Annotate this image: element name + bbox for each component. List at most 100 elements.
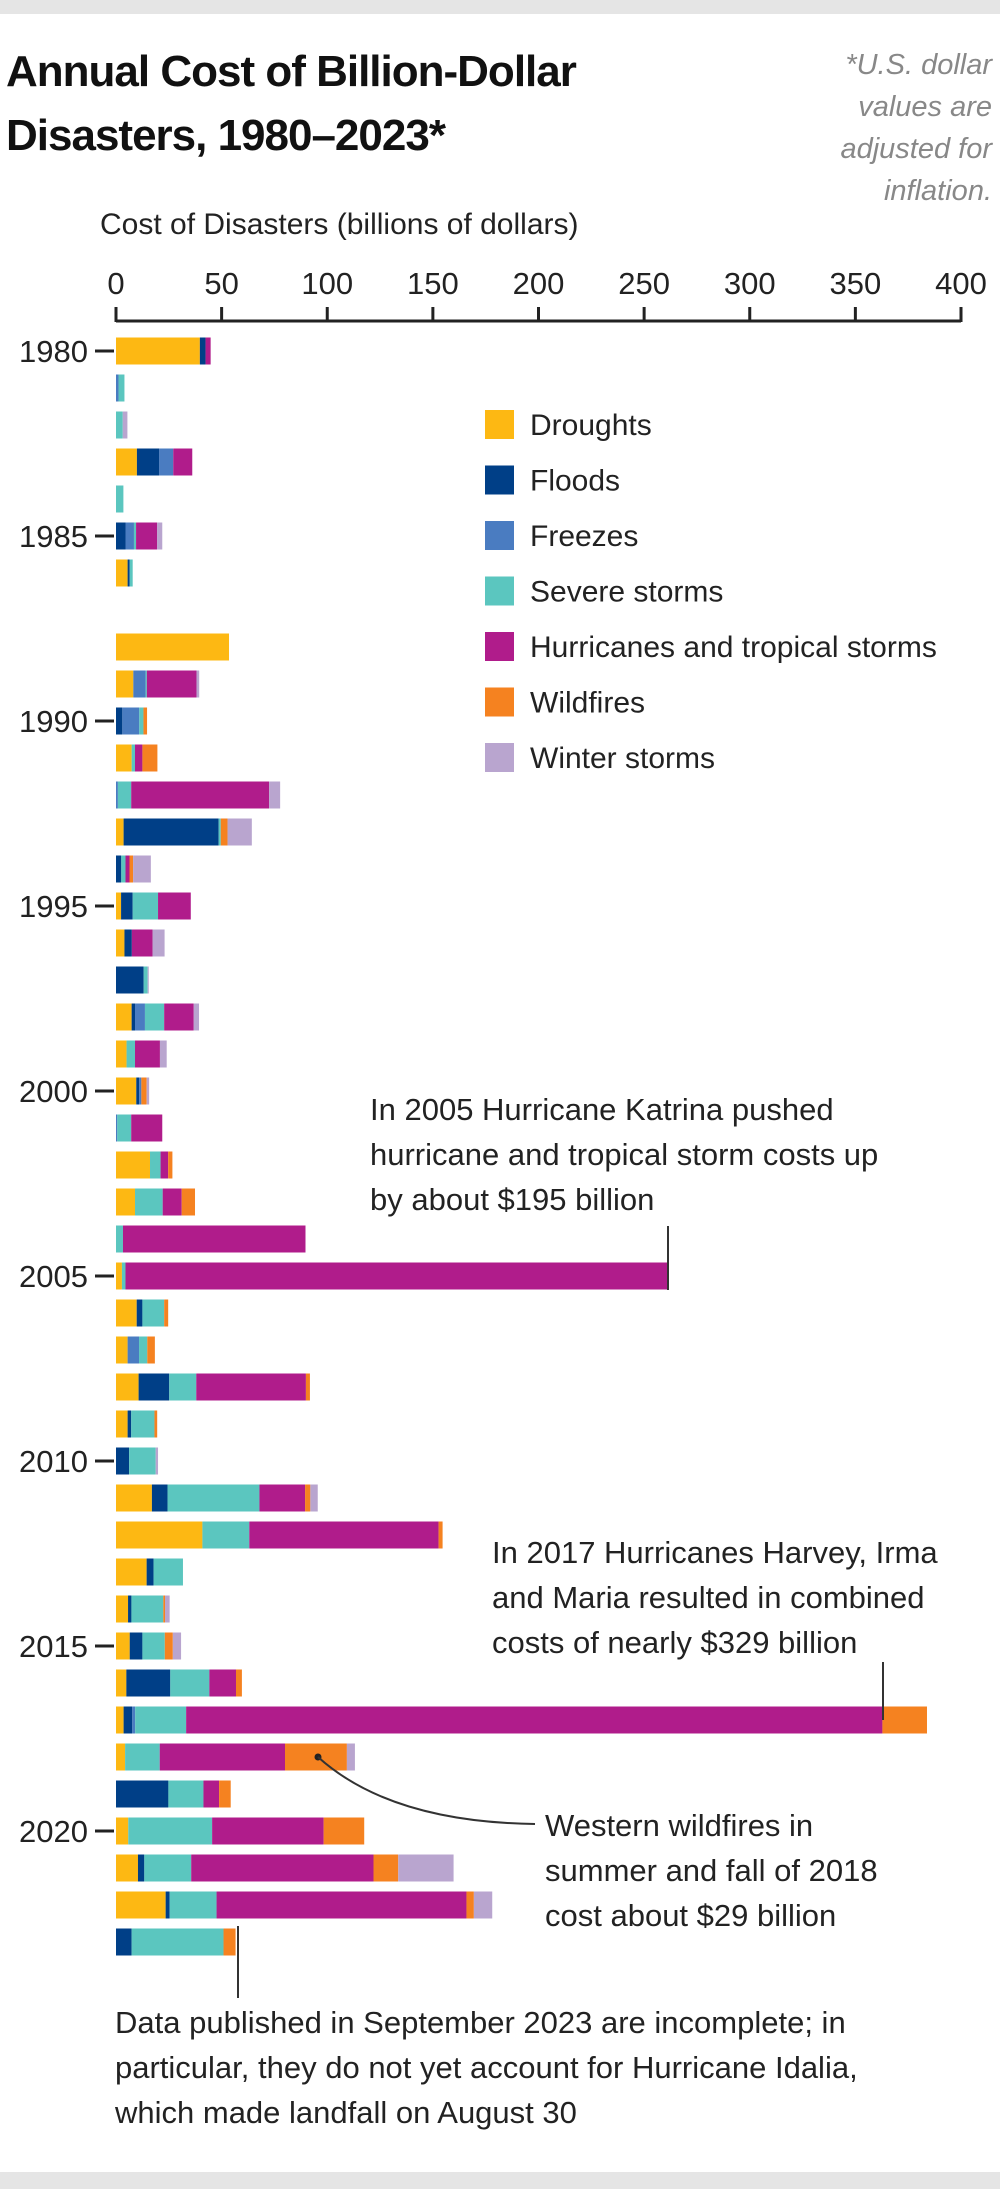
bar-segment: [310, 1484, 318, 1512]
bar-group-2020: [116, 1817, 365, 1845]
y-axis: 1980 1985 1990 1995 2000 2005 2010 2015 2020: [19, 334, 114, 1849]
bar-group-2007: [116, 1336, 155, 1364]
bar-group-2021: [116, 1854, 454, 1882]
bar-segment: [135, 1003, 145, 1031]
bar-segment: [212, 1817, 324, 1845]
annotation-leader-curve: [317, 1756, 536, 1825]
bar-segment: [159, 1743, 285, 1771]
bar-segment: [152, 929, 165, 957]
footnote: *U.S. dollar values are adjusted for inf…: [840, 49, 993, 207]
annotation-text: Data published in September 2023 are inc…: [115, 2005, 846, 2040]
bar-segment: [141, 1077, 147, 1105]
bar-segment: [116, 1743, 126, 1771]
bar-segment: [139, 1336, 148, 1364]
bar-segment: [116, 1595, 129, 1623]
bar-segment: [164, 1299, 169, 1327]
x-tick-label: 100: [301, 266, 353, 301]
bar-segment: [116, 1447, 130, 1475]
bar-segment: [142, 744, 158, 772]
bar-segment: [132, 892, 159, 920]
bar-segment: [116, 1151, 151, 1179]
bar-segment: [116, 337, 200, 365]
x-tick-label: 50: [204, 266, 238, 301]
bar-segment: [142, 1632, 165, 1660]
bar-segment: [127, 1336, 140, 1364]
y-tick-label: 1995: [19, 889, 88, 924]
bar-group-2023: [116, 1928, 236, 1956]
bar-segment: [146, 1077, 150, 1105]
bar-segment: [373, 1854, 399, 1882]
y-tick-label: 1985: [19, 519, 88, 554]
bar-group-1981: [116, 374, 125, 402]
bar-segment: [181, 1188, 196, 1216]
bar-segment: [121, 1262, 126, 1290]
bar-segment: [159, 448, 174, 476]
bar-segment: [116, 1410, 128, 1438]
bar-segment: [116, 485, 124, 513]
bar-segment: [168, 1151, 173, 1179]
bar-segment: [122, 1225, 306, 1253]
bar-segment: [466, 1891, 474, 1919]
bar-segment: [159, 1040, 167, 1068]
legend-label: Freezes: [530, 520, 638, 553]
legend-label: Hurricanes and tropical storms: [530, 631, 937, 664]
bar-group-2004: [116, 1225, 306, 1253]
bar-segment: [157, 522, 163, 550]
bottom-band: [0, 2172, 1000, 2189]
bar-segment: [169, 1373, 197, 1401]
bar-segment: [116, 1558, 147, 1586]
annotation-text: and Maria resulted in combined: [492, 1580, 925, 1615]
bar-segment: [117, 1114, 132, 1142]
chart-title-line-1: Annual Cost of Billion-Dollar: [6, 47, 577, 96]
bar-segment: [153, 1558, 183, 1586]
y-tick-label: 1990: [19, 704, 88, 739]
bar-segment: [116, 448, 137, 476]
annotation-text: hurricane and tropical storm costs up: [370, 1137, 878, 1172]
bar-segment: [123, 1706, 133, 1734]
bar-segment: [220, 818, 228, 846]
bar-segment: [116, 1632, 130, 1660]
legend-swatch: [485, 465, 514, 495]
chart-title-line-2: Disasters, 1980–2023*: [6, 111, 447, 160]
annotation-katrina: In 2005 Hurricane Katrina pushed hurrica…: [370, 1092, 878, 1290]
x-axis: 0 50 100 150 200 250 300 350 400: [107, 266, 987, 323]
bar-segment: [145, 670, 147, 698]
annotation-text: In 2017 Hurricanes Harvey, Irma: [492, 1535, 938, 1570]
legend-label: Droughts: [530, 409, 652, 442]
y-tick-label: 2005: [19, 1259, 88, 1294]
bar-segment: [139, 1077, 142, 1105]
bar-segment: [129, 1447, 156, 1475]
bar-group-2022: [116, 1891, 493, 1919]
footnote-line: values are: [858, 91, 992, 123]
bar-segment: [116, 781, 118, 809]
footnote-line: adjusted for: [840, 133, 993, 165]
bar-segment: [160, 1151, 169, 1179]
bar-segment: [116, 744, 132, 772]
bar-group-2006: [116, 1299, 169, 1327]
bar-segment: [125, 1262, 668, 1290]
bar-group-2012: [116, 1521, 443, 1549]
bar-group-1986: [116, 559, 133, 587]
bar-segment: [473, 1891, 493, 1919]
bar-segment: [323, 1817, 365, 1845]
bar-segment: [131, 1003, 136, 1031]
bar-segment: [135, 1188, 163, 1216]
bar-segment: [116, 1077, 137, 1105]
bar-segment: [169, 1891, 217, 1919]
bar-segment: [116, 855, 122, 883]
annotation-text: which made landfall on August 30: [114, 2095, 577, 2130]
bar-segment: [155, 1447, 159, 1475]
bar-segment: [218, 818, 221, 846]
bar-segment: [116, 1299, 137, 1327]
bar-group-1991: [116, 744, 158, 772]
bar-segment: [136, 1299, 143, 1327]
bar-group-1997: [116, 966, 149, 994]
bar-segment: [167, 1484, 260, 1512]
bar-segment: [196, 1373, 306, 1401]
bar-segment: [122, 707, 140, 735]
bar-segment: [158, 892, 191, 920]
x-tick-label: 300: [724, 266, 776, 301]
bar-segment: [138, 1373, 170, 1401]
bar-group-2000: [116, 1077, 150, 1105]
